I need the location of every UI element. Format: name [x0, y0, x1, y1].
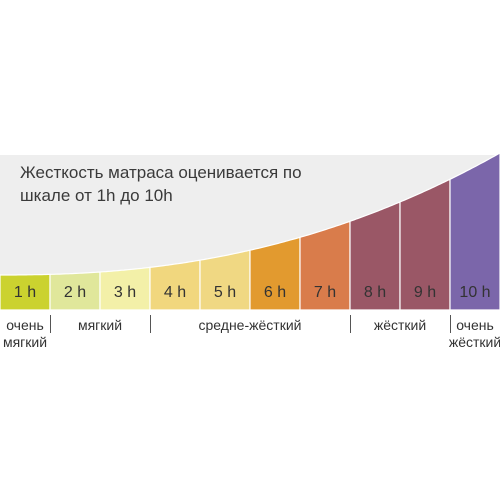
- scale-cell-label-5: 5 h: [214, 284, 236, 301]
- scale-cell-label-1: 1 h: [14, 284, 36, 301]
- scale-cell-6: [249, 236, 301, 311]
- scale-cell-label-4: 4 h: [164, 284, 186, 301]
- scale-cell-9: [399, 178, 451, 311]
- scale-cell-4: [149, 259, 201, 311]
- category-label-1-line-2: мягкий: [3, 334, 47, 350]
- scale-cell-7: [299, 220, 351, 311]
- scale-cell-3: [99, 266, 151, 311]
- category-label-5-line-2: жёсткий: [449, 334, 500, 350]
- scale-cell-label-9: 9 h: [414, 284, 436, 301]
- category-label-1-line-1: очень: [6, 317, 44, 333]
- background-band: [0, 153, 500, 275]
- scale-cells: 1 h 2 h 3 h 4 h 5 h 6 h 7 h 8 h 9 h 10 h: [0, 152, 500, 311]
- scale-cell-2: [49, 271, 101, 311]
- scale-cell-8: [349, 201, 401, 311]
- scale-cell-label-10: 10 h: [459, 284, 490, 301]
- scale-cell-label-7: 7 h: [314, 284, 336, 301]
- category-label-3-line-1: средне-жёсткий: [199, 317, 302, 333]
- scale-cell-label-8: 8 h: [364, 284, 386, 301]
- scale-cell-5: [199, 249, 251, 311]
- scale-cell-label-3: 3 h: [114, 284, 136, 301]
- description-line-1: Жесткость матраса оценивается по: [20, 163, 302, 182]
- scale-cell-1: [0, 273, 51, 311]
- category-label-5-line-1: очень: [456, 317, 494, 333]
- category-label-4-line-1: жёсткий: [374, 317, 426, 333]
- scale-cell-label-6: 6 h: [264, 284, 286, 301]
- category-label-2-line-1: мягкий: [78, 317, 122, 333]
- scale-cell-10: [449, 152, 500, 311]
- description-line-2: шкале от 1h до 10h: [20, 186, 173, 205]
- scale-cell-label-2: 2 h: [64, 284, 86, 301]
